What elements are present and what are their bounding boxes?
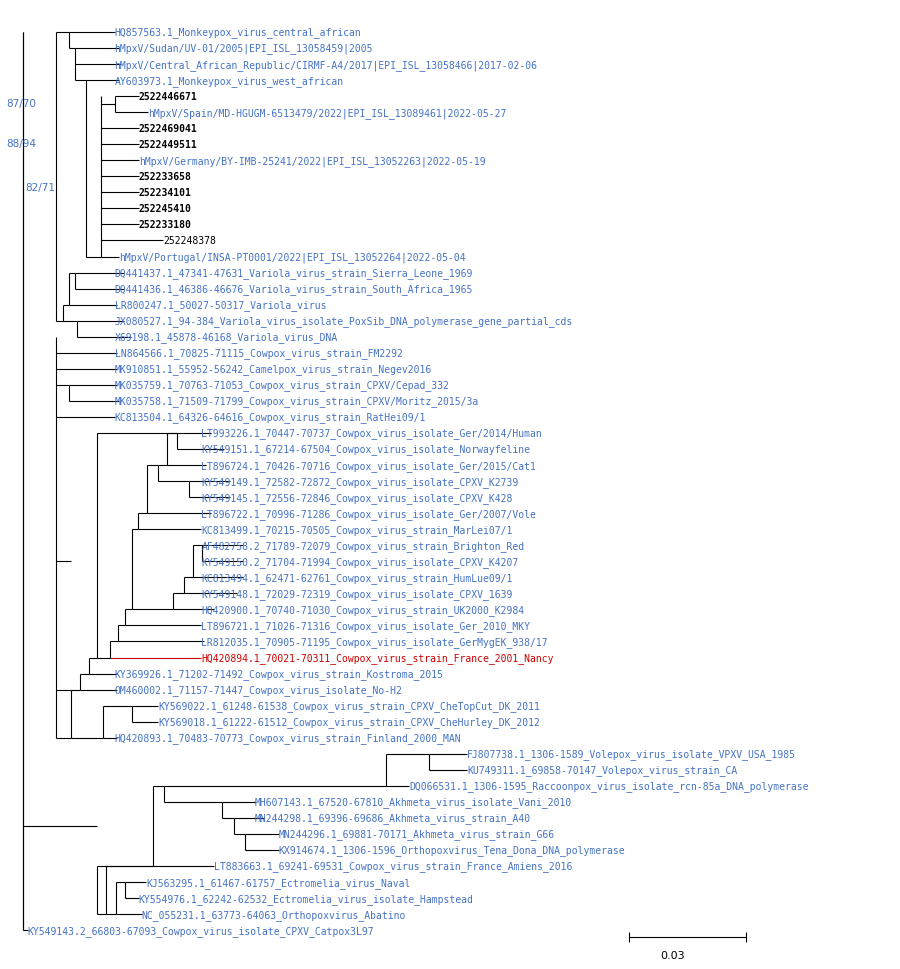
Text: LN864566.1_70825-71115_Cowpox_virus_strain_FM2292: LN864566.1_70825-71115_Cowpox_virus_stra… bbox=[114, 348, 402, 359]
Text: KY369926.1_71202-71492_Cowpox_virus_strain_Kostroma_2015: KY369926.1_71202-71492_Cowpox_virus_stra… bbox=[114, 669, 444, 679]
Text: MN244296.1_69881-70171_Akhmeta_virus_strain_G66: MN244296.1_69881-70171_Akhmeta_virus_str… bbox=[279, 828, 554, 839]
Text: KX914674.1_1306-1596_Orthopoxvirus_Tena_Dona_DNA_polymerase: KX914674.1_1306-1596_Orthopoxvirus_Tena_… bbox=[279, 845, 626, 856]
Text: LR800247.1_50027-50317_Variola_virus: LR800247.1_50027-50317_Variola_virus bbox=[114, 299, 326, 311]
Text: 88/94: 88/94 bbox=[6, 139, 37, 148]
Text: KY549143.2_66803-67093_Cowpox_virus_isolate_CPXV_Catpox3L97: KY549143.2_66803-67093_Cowpox_virus_isol… bbox=[28, 924, 374, 936]
Text: 82/71: 82/71 bbox=[25, 183, 56, 193]
Text: MK035759.1_70763-71053_Cowpox_virus_strain_CPXV/Cepad_332: MK035759.1_70763-71053_Cowpox_virus_stra… bbox=[114, 380, 449, 391]
Text: FJ807738.1_1306-1589_Volepox_virus_isolate_VPXV_USA_1985: FJ807738.1_1306-1589_Volepox_virus_isola… bbox=[467, 748, 796, 760]
Text: MN244298.1_69396-69686_Akhmeta_virus_strain_A40: MN244298.1_69396-69686_Akhmeta_virus_str… bbox=[255, 813, 531, 824]
Text: HQ420900.1_70740-71030_Cowpox_virus_strain_UK2000_K2984: HQ420900.1_70740-71030_Cowpox_virus_stra… bbox=[202, 605, 525, 615]
Text: KY554976.1_62242-62532_Ectromelia_virus_isolate_Hampstead: KY554976.1_62242-62532_Ectromelia_virus_… bbox=[139, 892, 473, 904]
Text: KC813494.1_62471-62761_Cowpox_virus_strain_HumLue09/1: KC813494.1_62471-62761_Cowpox_virus_stra… bbox=[202, 573, 513, 583]
Text: 0.03: 0.03 bbox=[661, 950, 685, 959]
Text: 252248378: 252248378 bbox=[163, 236, 216, 246]
Text: KY549149.1_72582-72872_Cowpox_virus_isolate_CPXV_K2739: KY549149.1_72582-72872_Cowpox_virus_isol… bbox=[202, 476, 518, 487]
Text: JX080527.1_94-384_Variola_virus_isolate_PoxSib_DNA_polymerase_gene_partial_cds: JX080527.1_94-384_Variola_virus_isolate_… bbox=[114, 316, 572, 327]
Text: 2522446671: 2522446671 bbox=[139, 92, 197, 102]
Text: KY569022.1_61248-61538_Cowpox_virus_strain_CPXV_CheTopCut_DK_2011: KY569022.1_61248-61538_Cowpox_virus_stra… bbox=[158, 701, 540, 711]
Text: 252233658: 252233658 bbox=[139, 172, 192, 182]
Text: 2522469041: 2522469041 bbox=[139, 124, 197, 134]
Text: KU749311.1_69858-70147_Volepox_virus_strain_CA: KU749311.1_69858-70147_Volepox_virus_str… bbox=[467, 765, 737, 775]
Text: LT896724.1_70426-70716_Cowpox_virus_isolate_Ger/2015/Cat1: LT896724.1_70426-70716_Cowpox_virus_isol… bbox=[202, 460, 536, 471]
Text: HQ420893.1_70483-70773_Cowpox_virus_strain_Finland_2000_MAN: HQ420893.1_70483-70773_Cowpox_virus_stra… bbox=[114, 733, 461, 743]
Text: 252233180: 252233180 bbox=[139, 220, 192, 231]
Text: hMpxV/Sudan/UV-01/2005|EPI_ISL_13058459|2005: hMpxV/Sudan/UV-01/2005|EPI_ISL_13058459|… bbox=[114, 44, 373, 54]
Text: LT896721.1_71026-71316_Cowpox_virus_isolate_Ger_2010_MKY: LT896721.1_71026-71316_Cowpox_virus_isol… bbox=[202, 620, 530, 631]
Text: AY603973.1_Monkeypox_virus_west_african: AY603973.1_Monkeypox_virus_west_african bbox=[114, 76, 344, 86]
Text: X69198.1_45878-46168_Variola_virus_DNA: X69198.1_45878-46168_Variola_virus_DNA bbox=[114, 332, 338, 343]
Text: LR812035.1_70905-71195_Cowpox_virus_isolate_GerMygEK_938/17: LR812035.1_70905-71195_Cowpox_virus_isol… bbox=[202, 637, 548, 647]
Text: 252234101: 252234101 bbox=[139, 188, 192, 199]
Text: DQ066531.1_1306-1595_Raccoonpox_virus_isolate_rcn-85a_DNA_polymerase: DQ066531.1_1306-1595_Raccoonpox_virus_is… bbox=[409, 781, 808, 792]
Text: HQ857563.1_Monkeypox_virus_central_african: HQ857563.1_Monkeypox_virus_central_afric… bbox=[114, 27, 361, 39]
Text: KY549148.1_72029-72319_Cowpox_virus_isolate_CPXV_1639: KY549148.1_72029-72319_Cowpox_virus_isol… bbox=[202, 588, 513, 599]
Text: KY549145.1_72556-72846_Cowpox_virus_isolate_CPXV_K428: KY549145.1_72556-72846_Cowpox_virus_isol… bbox=[202, 492, 513, 503]
Text: 252245410: 252245410 bbox=[139, 204, 192, 214]
Text: OM460002.1_71157-71447_Cowpox_virus_isolate_No-H2: OM460002.1_71157-71447_Cowpox_virus_isol… bbox=[114, 684, 402, 696]
Text: 2522449511: 2522449511 bbox=[139, 141, 197, 150]
Text: KJ563295.1_61467-61757_Ectromelia_virus_Naval: KJ563295.1_61467-61757_Ectromelia_virus_… bbox=[147, 877, 410, 888]
Text: HQ420894.1_70021-70311_Cowpox_virus_strain_France_2001_Nancy: HQ420894.1_70021-70311_Cowpox_virus_stra… bbox=[202, 652, 554, 664]
Text: DQ441436.1_46386-46676_Variola_virus_strain_South_Africa_1965: DQ441436.1_46386-46676_Variola_virus_str… bbox=[114, 284, 473, 295]
Text: MK910851.1_55952-56242_Camelpox_virus_strain_Negev2016: MK910851.1_55952-56242_Camelpox_virus_st… bbox=[114, 364, 432, 375]
Text: KY569018.1_61222-61512_Cowpox_virus_strain_CPXV_CheHurley_DK_2012: KY569018.1_61222-61512_Cowpox_virus_stra… bbox=[158, 716, 540, 728]
Text: LT883663.1_69241-69531_Cowpox_virus_strain_France_Amiens_2016: LT883663.1_69241-69531_Cowpox_virus_stra… bbox=[214, 860, 572, 871]
Text: MK035758.1_71509-71799_Cowpox_virus_strain_CPXV/Moritz_2015/3a: MK035758.1_71509-71799_Cowpox_virus_stra… bbox=[114, 396, 479, 407]
Text: NC_055231.1_63773-64063_Orthopoxvirus_Abatino: NC_055231.1_63773-64063_Orthopoxvirus_Ab… bbox=[141, 909, 406, 920]
Text: KC813504.1_64326-64616_Cowpox_virus_strain_RatHei09/1: KC813504.1_64326-64616_Cowpox_virus_stra… bbox=[114, 412, 426, 422]
Text: KC813499.1_70215-70505_Cowpox_virus_strain_MarLei07/1: KC813499.1_70215-70505_Cowpox_virus_stra… bbox=[202, 524, 513, 535]
Text: AF482758.2_71789-72079_Cowpox_virus_strain_Brighton_Red: AF482758.2_71789-72079_Cowpox_virus_stra… bbox=[202, 541, 525, 551]
Text: KY549151.1_67214-67504_Cowpox_virus_isolate_Norwayfeline: KY549151.1_67214-67504_Cowpox_virus_isol… bbox=[202, 444, 530, 455]
Text: hMpxV/Germany/BY-IMB-25241/2022|EPI_ISL_13052263|2022-05-19: hMpxV/Germany/BY-IMB-25241/2022|EPI_ISL_… bbox=[139, 156, 485, 167]
Text: DQ441437.1_47341-47631_Variola_virus_strain_Sierra_Leone_1969: DQ441437.1_47341-47631_Variola_virus_str… bbox=[114, 267, 473, 279]
Text: 87/70: 87/70 bbox=[6, 99, 37, 109]
Text: hMpxV/Spain/MD-HGUGM-6513479/2022|EPI_ISL_13089461|2022-05-27: hMpxV/Spain/MD-HGUGM-6513479/2022|EPI_IS… bbox=[148, 108, 507, 118]
Text: KY549150.2_71704-71994_Cowpox_virus_isolate_CPXV_K4207: KY549150.2_71704-71994_Cowpox_virus_isol… bbox=[202, 556, 518, 567]
Text: hMpxV/Portugal/INSA-PT0001/2022|EPI_ISL_13052264|2022-05-04: hMpxV/Portugal/INSA-PT0001/2022|EPI_ISL_… bbox=[120, 252, 466, 263]
Text: MH607143.1_67520-67810_Akhmeta_virus_isolate_Vani_2010: MH607143.1_67520-67810_Akhmeta_virus_iso… bbox=[255, 797, 572, 807]
Text: LT993226.1_70447-70737_Cowpox_virus_isolate_Ger/2014/Human: LT993226.1_70447-70737_Cowpox_virus_isol… bbox=[202, 428, 542, 439]
Text: LT896722.1_70996-71286_Cowpox_virus_isolate_Ger/2007/Vole: LT896722.1_70996-71286_Cowpox_virus_isol… bbox=[202, 508, 536, 519]
Text: hMpxV/Central_African_Republic/CIRMF-A4/2017|EPI_ISL_13058466|2017-02-06: hMpxV/Central_African_Republic/CIRMF-A4/… bbox=[114, 59, 537, 71]
